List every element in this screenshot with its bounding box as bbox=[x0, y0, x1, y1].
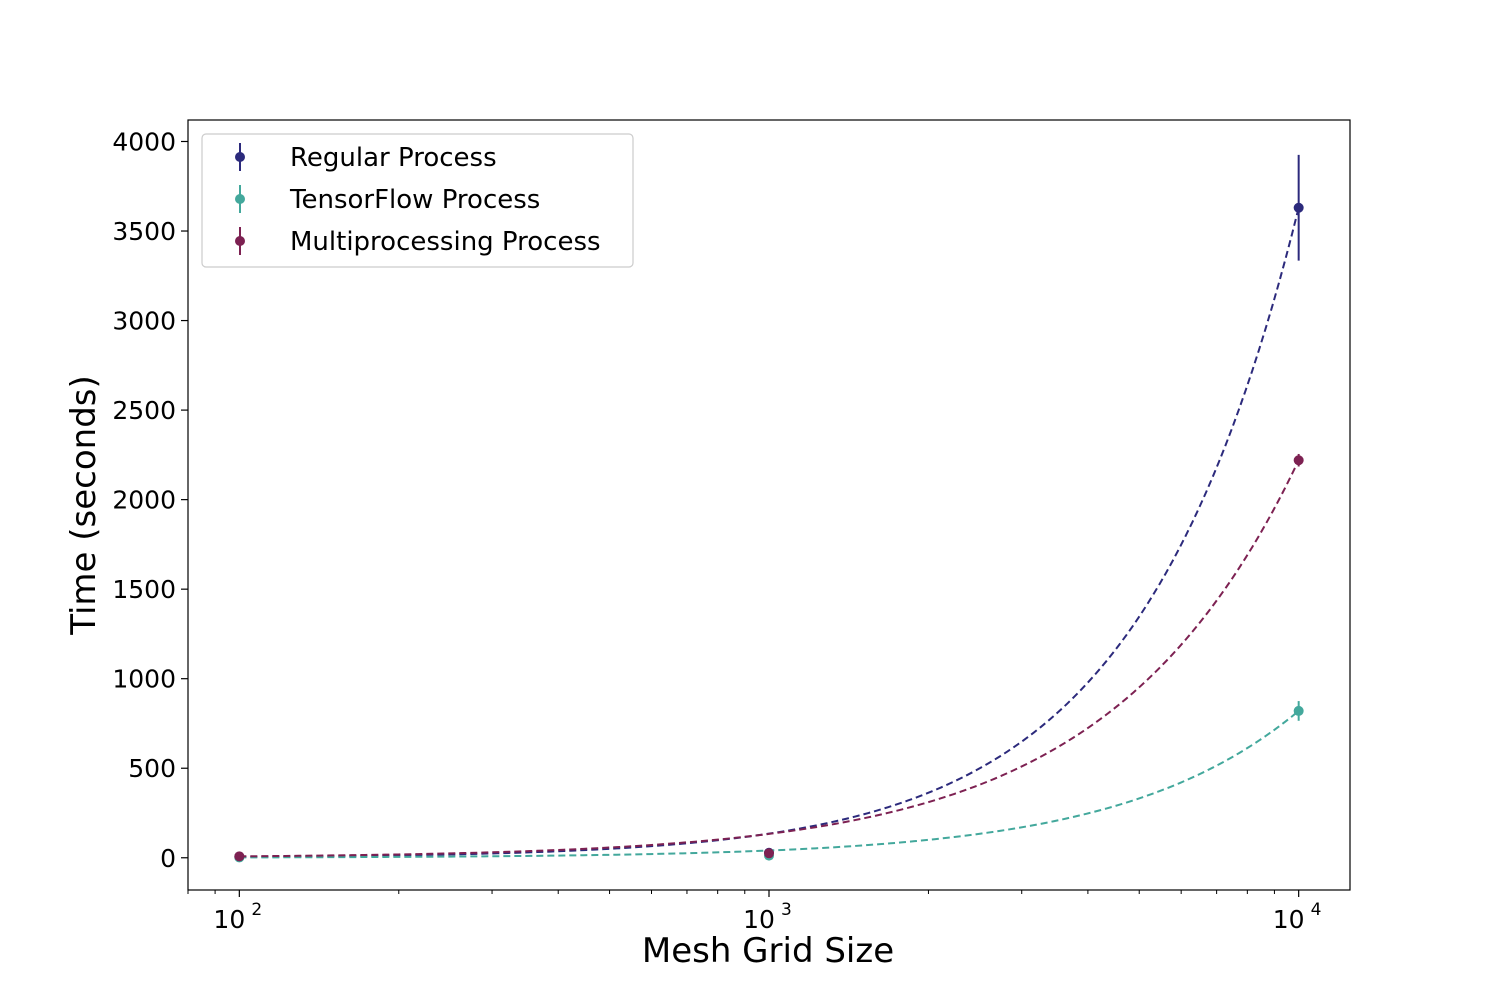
fit-line-series-0 bbox=[239, 207, 1300, 858]
y-tick-label: 1500 bbox=[112, 575, 176, 604]
x-tick-label: 10 bbox=[1273, 905, 1305, 934]
plot-area bbox=[234, 154, 1304, 863]
fit-line-series-2 bbox=[239, 459, 1300, 858]
y-tick-label: 4000 bbox=[112, 127, 176, 156]
y-tick-label: 2000 bbox=[112, 486, 176, 515]
data-point-series-1-2 bbox=[1293, 705, 1304, 716]
data-point-series-2-2 bbox=[1293, 455, 1304, 466]
legend-label-1: TensorFlow Process bbox=[289, 185, 540, 215]
y-axis-label: Time (seconds) bbox=[64, 375, 104, 636]
x-tick-label: 10 bbox=[743, 905, 775, 934]
data-point-series-2-0 bbox=[234, 851, 245, 862]
y-tick-label: 3500 bbox=[112, 217, 176, 246]
y-tick-label: 1000 bbox=[112, 665, 176, 694]
x-tick-exponent: 4 bbox=[1311, 900, 1322, 920]
x-tick-exponent: 2 bbox=[251, 900, 262, 920]
x-tick-label: 10 bbox=[213, 905, 245, 934]
y-tick-label: 3000 bbox=[112, 307, 176, 336]
legend-label-0: Regular Process bbox=[290, 143, 497, 173]
data-point-series-2-1 bbox=[764, 848, 774, 859]
legend-point-marker-1 bbox=[235, 194, 245, 204]
legend-label-2: Multiprocessing Process bbox=[290, 227, 601, 257]
legend-box bbox=[201, 133, 634, 268]
legend: Regular Process TensorFlow Process Multipr… bbox=[201, 133, 634, 268]
x-axis-label: Mesh Grid Size bbox=[642, 931, 894, 971]
legend-point-marker-2 bbox=[235, 236, 245, 246]
y-tick-label: 2500 bbox=[112, 396, 176, 425]
x-tick-exponent: 3 bbox=[781, 900, 792, 920]
y-tick-label: 500 bbox=[128, 754, 176, 783]
axes: 0 500 1000 1500 2000 2500 3000 3500 4000 10 2 10 3 10… bbox=[112, 119, 1351, 934]
legend-point-marker-0 bbox=[235, 152, 245, 162]
data-point-series-0-2 bbox=[1293, 202, 1304, 213]
y-tick-label: 0 bbox=[160, 844, 176, 873]
fit-line-series-1 bbox=[239, 710, 1300, 859]
